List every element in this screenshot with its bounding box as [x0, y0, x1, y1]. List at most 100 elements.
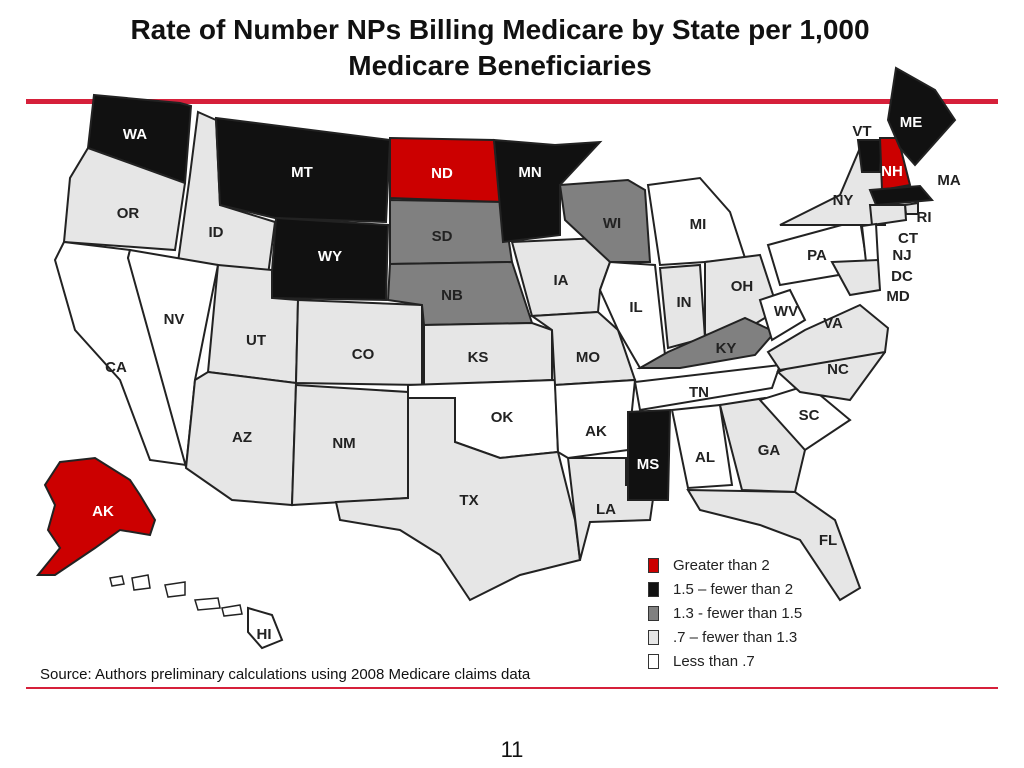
state-label-id: ID	[209, 224, 224, 241]
legend-label: Greater than 2	[673, 556, 770, 574]
state-label-wy: WY	[318, 248, 342, 265]
state-shape-oh	[704, 253, 780, 337]
state-label-tn: TN	[689, 384, 709, 401]
state-shape-al	[670, 403, 734, 490]
state-label-sc: SC	[799, 407, 820, 424]
legend-swatch	[648, 605, 659, 621]
state-label-me: ME	[900, 114, 923, 131]
state-label-ga: GA	[758, 442, 781, 459]
state-shape-sc	[758, 383, 852, 452]
state-label-pa: PA	[807, 247, 827, 264]
bottom-accent-rule	[26, 687, 998, 689]
legend-label: 1.3 - fewer than 1.5	[673, 604, 803, 622]
legend-swatch	[648, 629, 659, 645]
state-shape-hi-island	[109, 575, 125, 587]
source-note: Source: Authors preliminary calculations…	[40, 666, 531, 683]
state-label-ca: CA	[105, 359, 127, 376]
state-label-fl: FL	[819, 532, 837, 549]
state-label-hi: HI	[257, 626, 272, 643]
state-label-vt: VT	[852, 123, 871, 140]
state-shape-va	[766, 303, 890, 372]
state-label-wi: WI	[603, 215, 621, 232]
legend-item: 1.5 – fewer than 2	[648, 577, 802, 601]
map-title: Rate of Number NPs Billing Medicare by S…	[0, 12, 1000, 84]
state-label-az: AZ	[232, 429, 252, 446]
state-shape-hi-island	[131, 574, 151, 591]
state-label-ok: OK	[491, 409, 514, 426]
state-label-or: OR	[117, 205, 140, 222]
state-label-sd: SD	[432, 228, 453, 245]
state-shape-hi-island	[194, 597, 221, 611]
state-shape-wa	[86, 93, 193, 185]
state-shape-md	[830, 258, 882, 297]
state-shape-wv	[758, 288, 807, 342]
top-accent-rule	[26, 99, 998, 104]
state-shape-nh	[878, 137, 912, 192]
state-label-va: VA	[823, 315, 843, 332]
state-label-wv: WV	[774, 303, 798, 320]
state-label-ri: RI	[917, 209, 932, 226]
state-label-ms: MS	[637, 456, 660, 473]
state-label-ks: KS	[468, 349, 489, 366]
state-label-nc: NC	[827, 361, 849, 378]
state-shape-fl	[686, 488, 862, 602]
state-shape-me	[886, 66, 957, 167]
state-label-la: LA	[596, 501, 616, 518]
map-title-line-2: Medicare Beneficiaries	[348, 50, 652, 81]
state-shape-wi	[558, 178, 652, 263]
state-shape-ak	[553, 378, 637, 460]
legend-item: .7 – fewer than 1.3	[648, 625, 802, 649]
state-label-ak: AK	[92, 503, 114, 520]
state-label-nd: ND	[431, 165, 453, 182]
state-label-nb: NB	[441, 287, 463, 304]
legend-swatch	[648, 581, 659, 597]
state-label-ky: KY	[716, 340, 737, 357]
state-label-nj: NJ	[892, 247, 911, 264]
state-label-ny: NY	[833, 192, 854, 209]
state-label-tx: TX	[459, 492, 478, 509]
legend-item: 1.3 - fewer than 1.5	[648, 601, 802, 625]
state-shape-tn	[633, 363, 782, 412]
state-shape-or	[62, 146, 187, 252]
state-label-dc: DC	[891, 268, 913, 285]
state-shape-ga	[718, 396, 807, 494]
state-shape-ma	[868, 184, 935, 207]
state-shape-co	[294, 298, 423, 387]
state-label-ut: UT	[246, 332, 266, 349]
state-shape-hi-island	[221, 604, 243, 617]
state-label-wa: WA	[123, 126, 147, 143]
state-label-il: IL	[629, 299, 642, 316]
state-label-oh: OH	[731, 278, 754, 295]
state-shape-ks	[423, 321, 553, 387]
page-number: 11	[500, 737, 524, 762]
state-label-mt: MT	[291, 164, 313, 181]
state-label-in: IN	[677, 294, 692, 311]
state-label-al: AL	[695, 449, 715, 466]
state-label-co: CO	[352, 346, 375, 363]
state-shape-ak	[35, 456, 157, 576]
state-label-mn: MN	[518, 164, 541, 181]
map-title-line-1: Rate of Number NPs Billing Medicare by S…	[130, 14, 870, 45]
legend-label: 1.5 – fewer than 2	[673, 580, 794, 598]
state-shape-vt	[856, 139, 884, 173]
state-shape-hi-island	[164, 581, 186, 598]
legend-swatch	[648, 653, 659, 669]
state-label-mo: MO	[576, 349, 600, 366]
legend-label: Less than .7	[673, 652, 755, 670]
state-label-ct: CT	[898, 230, 918, 247]
state-shape-hi	[247, 606, 284, 650]
legend-label: .7 – fewer than 1.3	[673, 628, 798, 646]
state-shape-la	[566, 457, 657, 561]
state-label-ia: IA	[554, 272, 569, 289]
state-label-nh: NH	[881, 163, 903, 180]
state-shape-ms	[627, 408, 672, 501]
state-label-nm: NM	[332, 435, 355, 452]
legend-item: Less than .7	[648, 649, 802, 673]
state-label-md: MD	[886, 288, 909, 305]
state-shape-nj	[860, 222, 880, 264]
state-label-ak: AK	[585, 423, 607, 440]
legend: Greater than 2 1.5 – fewer than 2 1.3 - …	[648, 553, 802, 673]
legend-item: Greater than 2	[648, 553, 802, 577]
state-shape-mt	[214, 116, 392, 224]
